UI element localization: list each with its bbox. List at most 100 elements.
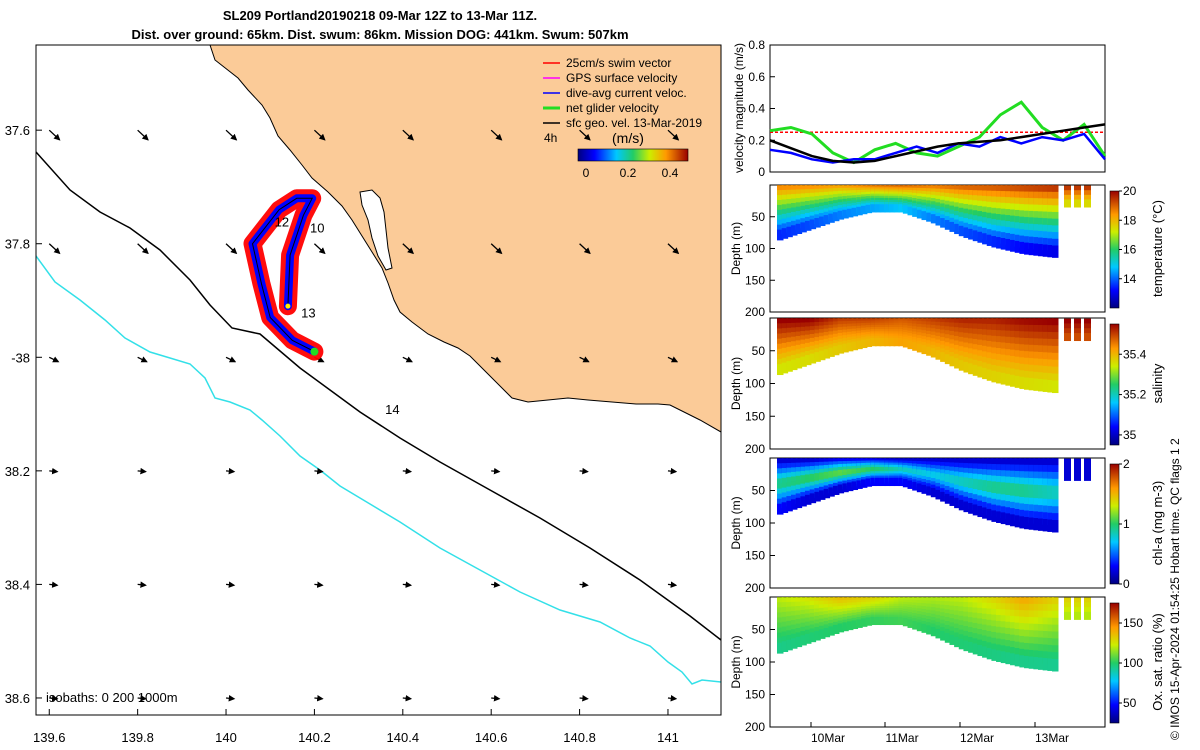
section-cell [1052,610,1059,624]
section-cell [977,366,984,378]
section-ytick-label: 150 [745,549,765,563]
section-cell [1084,597,1091,606]
section-cell [996,365,1003,378]
section-cell [958,360,966,371]
section-cell [1010,191,1017,204]
section-ylabel: Depth (m) [729,222,743,275]
section-cell [996,638,1003,651]
section-cell [837,484,845,494]
section-cell [991,643,998,656]
section-cell [1047,359,1054,372]
section-cell [1038,637,1045,650]
section-cell [912,208,919,217]
section-cell [1052,604,1059,617]
section-cell [1010,634,1017,647]
section-cell [982,507,989,519]
section-cell [1019,357,1026,370]
section-cell [1047,499,1054,512]
section-cell [1028,471,1036,484]
section-cell [1005,197,1012,209]
section-cell [1005,238,1012,251]
section-cell [991,608,998,621]
section-cell [1084,602,1091,611]
geo-arrow [225,467,236,475]
section-cell [1084,323,1091,332]
section-cell [1052,345,1059,359]
section-cell [1028,223,1036,236]
section-cell [1024,364,1031,377]
section-cell [991,458,998,470]
colorbar-tick-label: 14 [1123,272,1137,286]
section-cell [1010,349,1017,362]
section-cell [954,358,961,369]
section-cell [888,616,896,626]
section-cell [1052,359,1059,373]
track-day-label: 13 [301,306,315,321]
velocity-ytick-label: 0.6 [748,70,765,84]
section-cell [1010,324,1017,337]
section-cell [800,222,807,233]
section-cell [1052,332,1059,345]
section-cell [1024,656,1031,669]
geo-arrow [137,129,149,141]
legend-label-geo: sfc geo. vel. 13-Mar-2019 [566,116,702,130]
section-cell [1010,215,1017,228]
section-cell [1010,318,1017,331]
section-cell [1005,355,1012,368]
section-cell [1000,220,1008,233]
geo-arrow [313,243,326,255]
geo-arrow [490,129,503,141]
section-cell [996,330,1003,342]
section-cell [1024,344,1031,357]
section-cell [856,340,863,350]
section-cell [1028,643,1036,656]
section-cell [1047,624,1054,637]
section-cell [1024,490,1031,504]
section-cell [1028,344,1036,358]
section-cell [786,361,793,372]
section-cell [1047,380,1054,393]
section-cell [1038,617,1045,630]
section-cell [1064,185,1071,194]
section-cell [1064,611,1071,620]
section-cell [846,342,854,352]
section-cell [912,620,919,630]
section-cell [1028,351,1036,364]
section-cell [1028,331,1036,344]
section-cell [1028,630,1036,643]
section-cell [1084,194,1091,203]
section-cell [1033,643,1040,657]
section-cell [902,617,910,627]
section-cell [777,364,784,376]
section-cell [1047,597,1054,610]
section-cell [1028,364,1036,378]
section-cell [1014,470,1022,483]
section-cell [1042,211,1050,224]
geo-arrow [402,243,415,255]
map-ytick-label: 37.8 [5,237,30,252]
section-cell [1010,470,1017,483]
section-cell [996,318,1003,330]
section-cell [1042,471,1050,485]
section-cell [1014,489,1022,502]
section-cell [912,342,919,351]
geo-arrow [137,356,148,363]
section-cell [1052,617,1059,631]
isobath-200 [36,151,721,641]
section-cell [921,623,928,633]
section-cell [996,208,1003,220]
section-cell [879,337,887,347]
section-cell [842,343,849,353]
section-cell [1000,597,1008,609]
section-cell [944,354,952,365]
section-cell [1005,640,1012,652]
section-cell [1024,223,1031,236]
section-cell [1052,631,1059,645]
section-cell [1028,504,1036,517]
section-cell [1014,234,1022,247]
geo-arrow [225,129,238,141]
section-cell [1038,624,1045,637]
section-cell [1052,225,1059,238]
section-cell [1052,238,1059,252]
section-cell [996,324,1003,336]
